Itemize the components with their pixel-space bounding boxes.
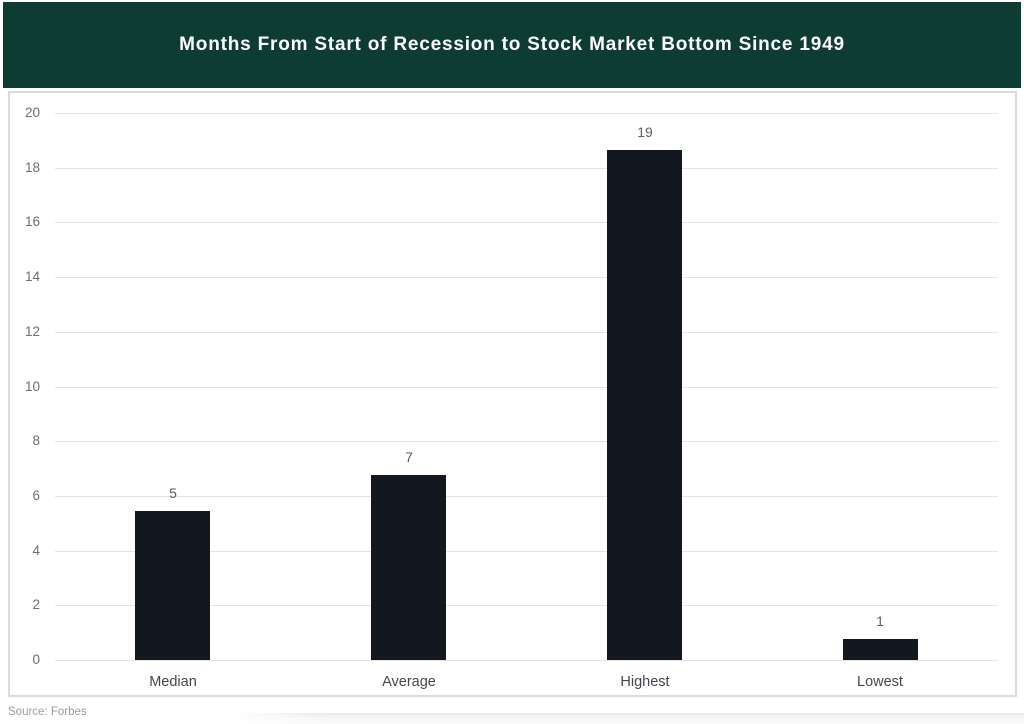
chart-header: Months From Start of Recession to Stock …: [3, 2, 1021, 88]
bar-median: [135, 511, 210, 660]
y-axis-tick-label: 14: [24, 269, 40, 284]
bar-average: [371, 475, 446, 660]
y-axis-tick-label: 4: [32, 543, 40, 558]
bar-lowest: [843, 639, 918, 660]
gridline-y0: [55, 660, 998, 661]
y-axis-tick-label: 10: [24, 379, 40, 394]
bar-highest: [607, 150, 682, 660]
gridline-y16: [55, 222, 998, 223]
bar-value-label: 5: [169, 485, 177, 501]
x-axis-category-label: Highest: [620, 674, 670, 690]
gridline-y2: [55, 605, 998, 606]
bar-value-label: 19: [637, 124, 653, 140]
bar-value-label: 1: [876, 613, 884, 629]
y-axis-tick-label: 12: [24, 324, 40, 339]
gridline-y14: [55, 277, 998, 278]
source-label: Source: Forbes: [8, 706, 87, 718]
bottom-edge-decoration: [230, 713, 1024, 724]
bar-value-label: 7: [405, 449, 413, 465]
y-axis-tick-label: 20: [24, 105, 40, 120]
x-axis-category-label: Median: [149, 674, 197, 690]
y-axis-tick-label: 0: [32, 652, 40, 667]
gridline-y10: [55, 387, 998, 388]
gridline-y4: [55, 551, 998, 552]
gridline-y8: [55, 441, 998, 442]
x-axis-category-label: Lowest: [857, 674, 903, 690]
y-axis-tick-label: 16: [24, 214, 40, 229]
y-axis-tick-label: 2: [32, 597, 40, 612]
gridline-y20: [55, 113, 998, 114]
chart-title: Months From Start of Recession to Stock …: [179, 34, 845, 55]
gridline-y18: [55, 168, 998, 169]
y-axis-tick-label: 8: [32, 433, 40, 448]
gridline-y6: [55, 496, 998, 497]
y-axis-tick-label: 6: [32, 488, 40, 503]
y-axis-tick-label: 18: [24, 160, 40, 175]
gridline-y12: [55, 332, 998, 333]
x-axis-category-label: Average: [382, 674, 436, 690]
